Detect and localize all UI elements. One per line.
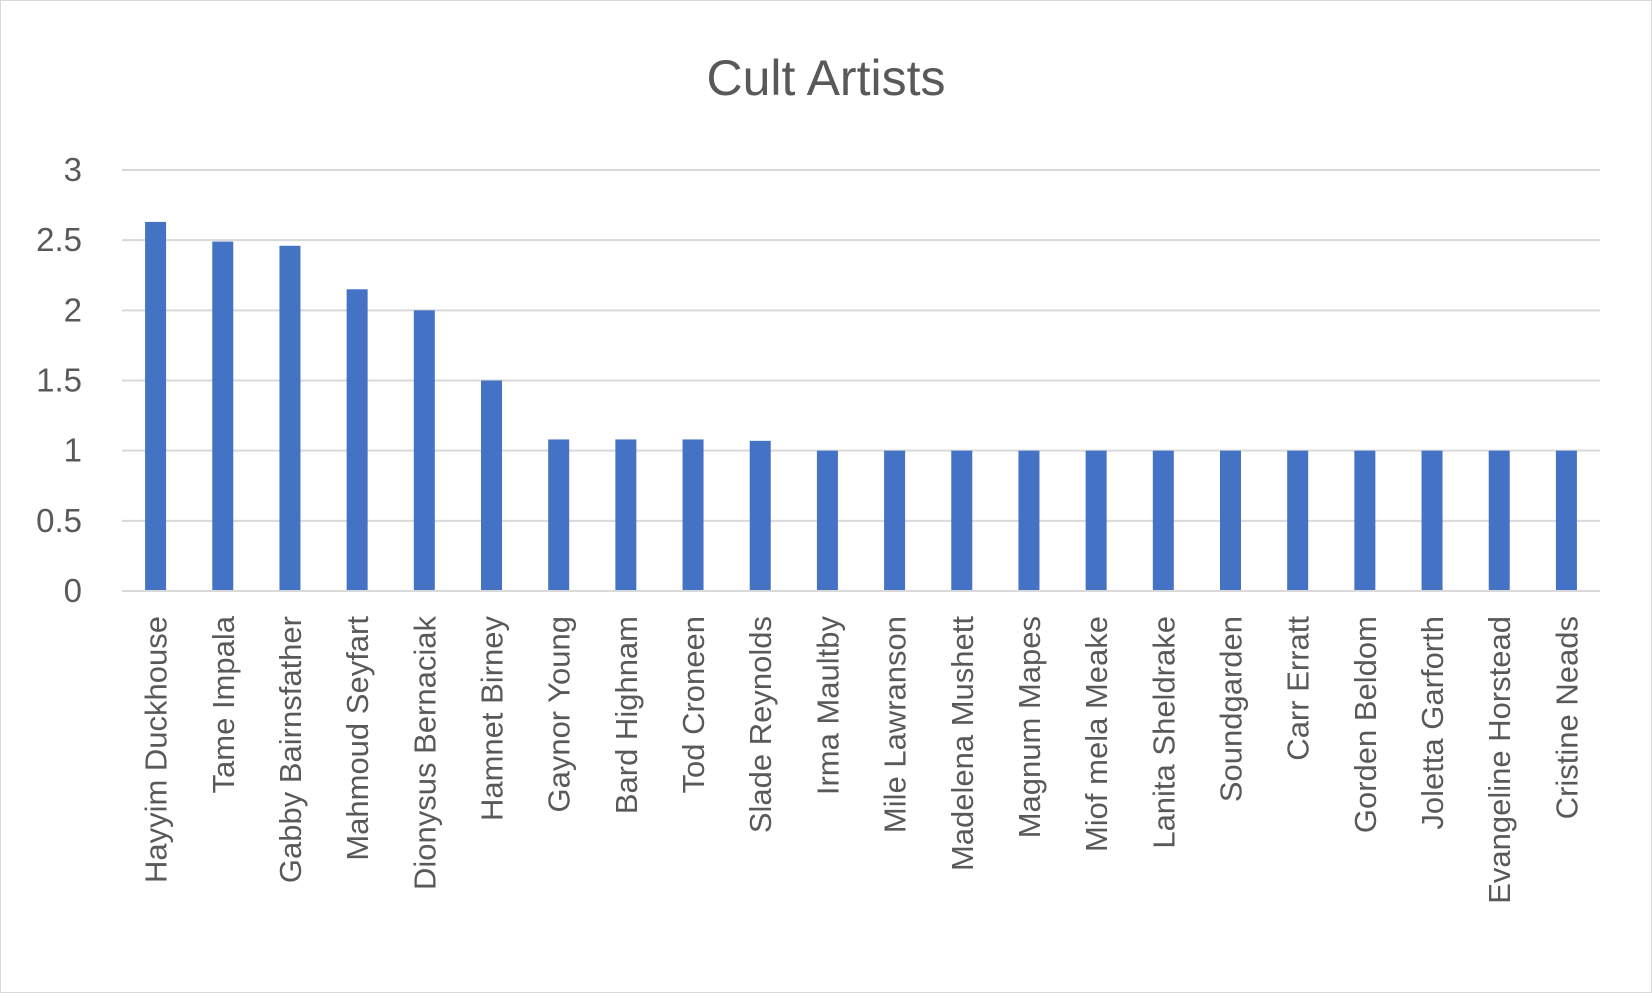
- x-tick-label: Soundgarden: [1214, 616, 1249, 802]
- x-tick-label: Cristine Neads: [1549, 616, 1584, 819]
- x-tick-label: Dionysus Bernaciak: [407, 616, 442, 890]
- bar: [749, 440, 771, 591]
- x-tick-label: Mahmoud Seyfart: [340, 616, 375, 861]
- x-tick-label: Miof mela Meake: [1079, 616, 1114, 852]
- x-tick-label: Carr Erratt: [1281, 616, 1316, 761]
- y-tick-label: 2.5: [36, 221, 82, 258]
- bar: [279, 245, 301, 591]
- bar: [1488, 450, 1510, 591]
- x-tick-label: Bard Highnam: [609, 616, 644, 814]
- y-tick-label: 1.5: [36, 362, 82, 399]
- y-axis-ticks: 0 0.5 1 1.5 2 2.5 3: [36, 151, 82, 609]
- y-tick-label: 2: [64, 291, 82, 328]
- x-tick-label: Gorden Beldom: [1348, 616, 1383, 833]
- x-tick-label: Joletta Garforth: [1415, 616, 1450, 830]
- x-axis-labels: Hayyim Duckhouse Tame Impala Gabby Bairnsf…: [139, 615, 1585, 904]
- bar: [481, 380, 502, 591]
- bar: [615, 439, 637, 591]
- bar: [1421, 450, 1443, 591]
- x-tick-label: Hayyim Duckhouse: [139, 616, 174, 883]
- y-tick-label: 1: [64, 432, 82, 469]
- bars: [145, 221, 1577, 591]
- x-tick-label: Lanita Sheldrake: [1146, 616, 1181, 849]
- bar: [548, 439, 570, 591]
- x-tick-label: Slade Reynolds: [743, 616, 778, 833]
- x-tick-label: Hamnet Birney: [475, 616, 510, 822]
- bar: [1085, 450, 1107, 591]
- x-tick-label: Tame Impala: [206, 615, 241, 793]
- x-tick-label: Mile Lawranson: [878, 616, 913, 833]
- bar: [1220, 450, 1241, 591]
- y-tick-label: 0: [64, 572, 82, 609]
- x-tick-label: Madelena Mushett: [945, 616, 980, 871]
- x-tick-label: Irma Maultby: [810, 616, 845, 796]
- bar: [145, 221, 167, 591]
- bar: [1555, 450, 1577, 591]
- chart-title: Cult Artists: [707, 50, 946, 106]
- bar: [346, 289, 368, 591]
- x-tick-label: Tod Croneen: [676, 616, 711, 794]
- x-tick-label: Gaynor Young: [542, 616, 577, 813]
- bar: [1287, 450, 1309, 591]
- bar: [816, 450, 838, 591]
- x-tick-label: Magnum Mapes: [1012, 616, 1047, 838]
- bar: [413, 310, 435, 591]
- y-tick-label: 0.5: [36, 502, 82, 539]
- x-tick-label: Gabby Bairnsfather: [273, 616, 308, 883]
- bar: [951, 450, 973, 591]
- bar: [682, 439, 704, 591]
- x-tick-label: Evangeline Horstead: [1482, 616, 1517, 904]
- bar: [1354, 450, 1376, 591]
- gridlines: [122, 169, 1600, 522]
- bar: [1018, 450, 1040, 591]
- bar: [884, 450, 906, 591]
- bar: [212, 241, 234, 591]
- bar: [1152, 450, 1174, 591]
- y-tick-label: 3: [64, 151, 82, 188]
